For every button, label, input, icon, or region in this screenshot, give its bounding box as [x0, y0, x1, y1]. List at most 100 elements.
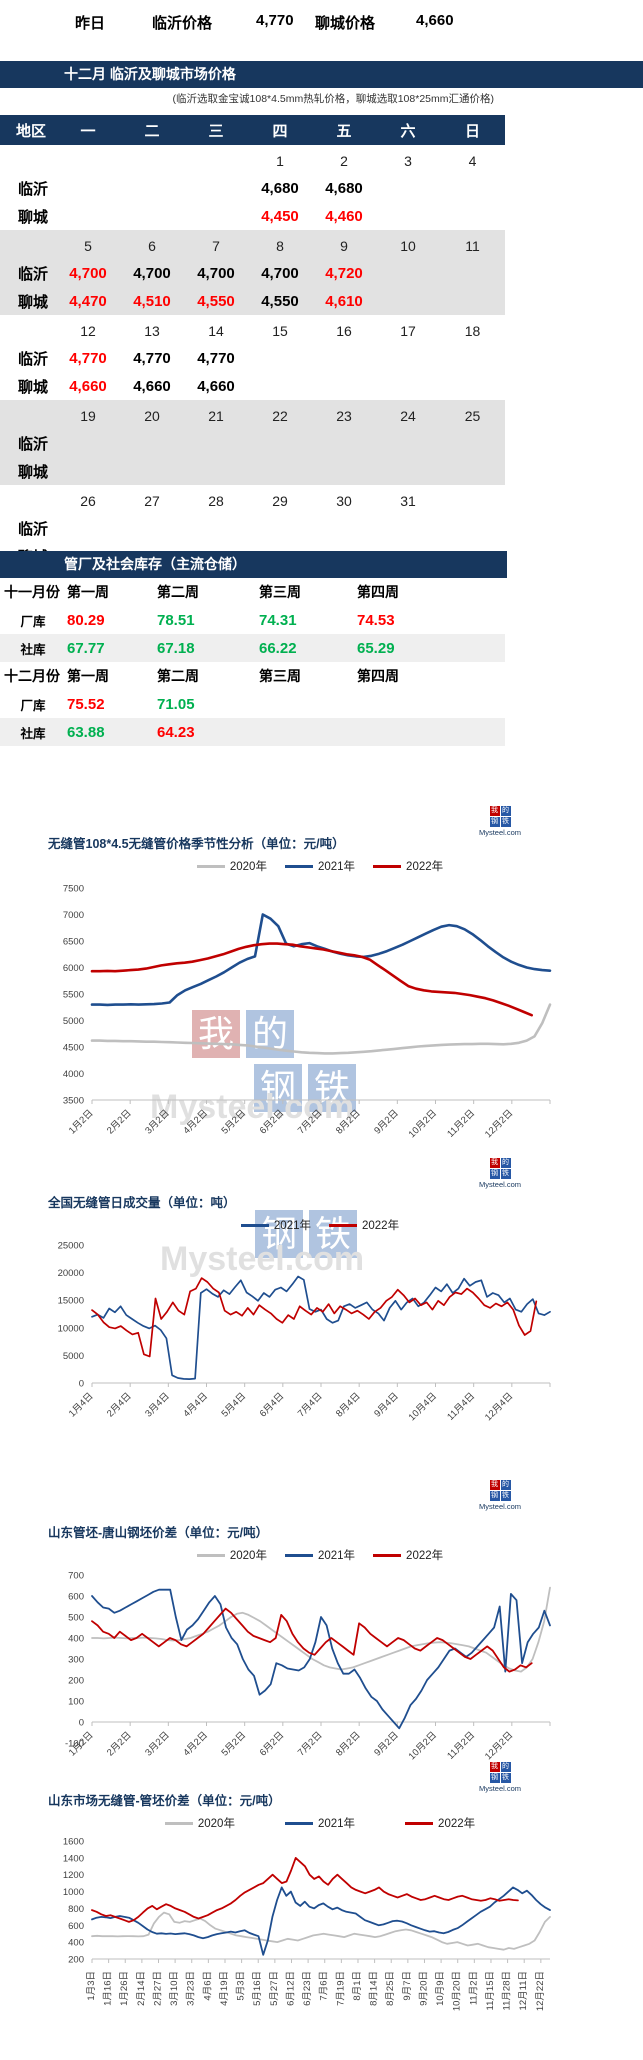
calendar-price-cell: 4,550 — [184, 287, 248, 315]
calendar-date-cell: 3 — [404, 153, 412, 169]
chart-seasonal-price: 无缝管108*4.5无缝管价格季节性分析（单位：元/吨） 2020年 2021年 2… — [30, 833, 610, 1166]
calendar-price-cell: 4,770 — [133, 349, 171, 367]
x-axis-tick-label: 5月3日 — [236, 1971, 247, 2001]
inventory-data-row: 厂库 75.52 71.05 — [0, 690, 505, 718]
series-line-2020年 — [91, 1586, 551, 1673]
x-axis-tick-label: 3月23日 — [186, 1971, 197, 2006]
calendar-price-cell: 4,680 — [325, 179, 363, 197]
calendar-date-cell: 26 — [80, 493, 96, 509]
legend-line-swatch — [240, 1223, 269, 1227]
chart-title: 山东管坯-唐山钢坯价差（单位：元/吨） — [48, 1526, 269, 1540]
calendar-date-cell: 31 — [400, 493, 416, 509]
inventory-value-cell: 78.51 — [157, 611, 195, 629]
x-axis-tick-label: 9月7日 — [402, 1971, 413, 2001]
series-line-2022年 — [91, 1856, 519, 1923]
calendar-price-row: 聊城 4,470 4,510 4,550 4,550 4,610 — [0, 287, 505, 315]
x-axis-tick-label: 10月4日 — [407, 1391, 439, 1423]
calendar-empty-cell — [0, 145, 56, 174]
legend-item-2020年: 2020年 — [164, 1815, 235, 1831]
calendar-price-cell: 4,700 — [248, 259, 312, 287]
calendar-week-dates-row: 1 2 3 4 — [0, 145, 505, 174]
chart-title: 全国无缝管日成交量（单位：吨） — [48, 1196, 236, 1210]
calendar-empty-cell — [0, 485, 56, 514]
inventory-week-header: 第四周 — [357, 585, 399, 601]
inventory-data-row: 社库 67.77 67.18 66.22 65.29 — [0, 634, 505, 662]
chart-title: 山东市场无缝管-管坯价差（单位：元/吨） — [48, 1794, 281, 1808]
calendar-price-cell — [376, 514, 440, 542]
x-axis-tick-label: 3月4日 — [143, 1391, 172, 1420]
x-axis-tick-label: 10月2日 — [407, 1730, 439, 1762]
legend-item-2021年: 2021年 — [240, 1217, 311, 1233]
calendar-week-dates-row: 26 27 28 29 30 31 — [0, 485, 505, 514]
x-axis-tick-label: 5月16日 — [252, 1971, 263, 2006]
legend-line-swatch — [164, 1821, 193, 1825]
calendar-region-label: 临沂 — [18, 349, 49, 368]
liaocheng-price-value: 4,660 — [416, 12, 454, 29]
inventory-month-label: 十二月份 — [4, 669, 60, 685]
calendar-price-cell: 4,770 — [69, 349, 107, 367]
mysteel-logo: 我的钢铁 Mysteel.com — [478, 806, 522, 837]
calendar-date-cell: 11 — [440, 230, 505, 259]
calendar-price-cell — [440, 514, 505, 542]
calendar-banner-title: 十二月 临沂及聊城市场价格 — [64, 66, 236, 82]
calendar-price-cell: 4,610 — [312, 287, 376, 315]
mysteel-logo-text: Mysteel.com — [478, 1180, 522, 1189]
calendar-date-cell: 21 — [184, 400, 248, 429]
calendar-column-header: 三 — [184, 115, 248, 145]
calendar-week-dates-row: 12 13 14 15 16 17 18 — [0, 315, 505, 344]
mysteel-logo-square: 钢 — [489, 817, 500, 827]
inventory-value-cell: 65.29 — [356, 634, 505, 662]
legend-line-swatch — [373, 864, 402, 868]
calendar-price-cell — [376, 202, 440, 230]
series-line-2020年 — [91, 1911, 551, 1951]
chart-billet-spread: 山东管坯-唐山钢坯价差（单位：元/吨） 2020年 2021年 2022年 700 6… — [30, 1522, 610, 1813]
x-axis-tick-label: 11月2日 — [468, 1971, 479, 2005]
legend-item-2022年: 2022年 — [373, 858, 443, 874]
chart-legend: 2020年 2021年 2022年 — [30, 856, 610, 876]
inventory-month-header-row: 十一月份 第一周 第二周 第三周 第四周 — [0, 578, 505, 606]
calendar-price-cell — [56, 429, 120, 457]
x-axis-tick-label: 12月2日 — [483, 1730, 515, 1762]
calendar-price-cell: 4,510 — [120, 287, 184, 315]
chart-daily-volume: 全国无缝管日成交量（单位：吨） 2021年 2022年 25000 20000 150… — [30, 1192, 610, 1447]
calendar-column-header: 地区 — [0, 115, 56, 145]
calendar-price-cell — [184, 202, 248, 230]
calendar-price-cell — [312, 514, 376, 542]
calendar-banner: 十二月 临沂及聊城市场价格 — [0, 61, 643, 88]
calendar-region-label: 聊城 — [18, 377, 49, 396]
x-axis-tick-label: 11月4日 — [445, 1391, 477, 1423]
x-axis-tick-label: 8月25日 — [385, 1971, 396, 2006]
legend-item-2022年: 2022年 — [373, 1547, 443, 1563]
y-axis-tick-label: 800 — [68, 1904, 84, 1915]
calendar-table: 地区一二三四五六日 1 2 3 4 临沂 4,680 4,680 聊城 4,450 4,460 5 6… — [0, 115, 505, 570]
x-axis-tick-label: 12月22日 — [535, 1971, 546, 2011]
calendar-price-cell — [312, 344, 376, 372]
x-axis-tick-label: 3月2日 — [143, 1730, 172, 1759]
legend-label: 2022年 — [362, 1220, 400, 1232]
x-axis-tick-label: 4月2日 — [181, 1108, 210, 1137]
inventory-value-cell: 64.23 — [156, 718, 258, 746]
liaocheng-price-label: 聊城价格 — [315, 15, 376, 32]
inventory-week-header: 第一周 — [67, 585, 109, 601]
legend-label: 2021年 — [317, 861, 356, 873]
calendar-price-row: 临沂 4,700 4,700 4,700 4,700 4,720 — [0, 259, 505, 287]
x-axis-tick-label: 4月4日 — [181, 1391, 210, 1420]
mysteel-logo: 我的钢铁 Mysteel.com — [478, 1480, 522, 1511]
mysteel-logo-grid: 我的钢铁 — [478, 1158, 522, 1179]
chart-legend: 2020年 2021年 2022年 — [30, 1545, 610, 1565]
calendar-date-cell: 5 — [56, 230, 120, 259]
legend-item-2021年: 2021年 — [284, 1815, 355, 1831]
y-axis-tick-label: 7500 — [63, 884, 84, 895]
inventory-banner-title: 管厂及社会库存（主流仓储） — [64, 556, 246, 572]
calendar-price-cell — [120, 514, 184, 542]
legend-label: 2021年 — [317, 1550, 356, 1562]
inventory-row-label: 社库 — [0, 634, 66, 662]
x-axis-tick-label: 12月11日 — [518, 1971, 529, 2010]
linyi-price-label: 临沂价格 — [152, 15, 213, 32]
inventory-value-cell: 74.53 — [357, 611, 395, 629]
calendar-date-cell: 24 — [376, 400, 440, 429]
calendar-date-cell: 17 — [400, 323, 416, 339]
y-axis-tick-label: 6500 — [63, 937, 84, 948]
calendar-date-cell: 2 — [340, 153, 348, 169]
